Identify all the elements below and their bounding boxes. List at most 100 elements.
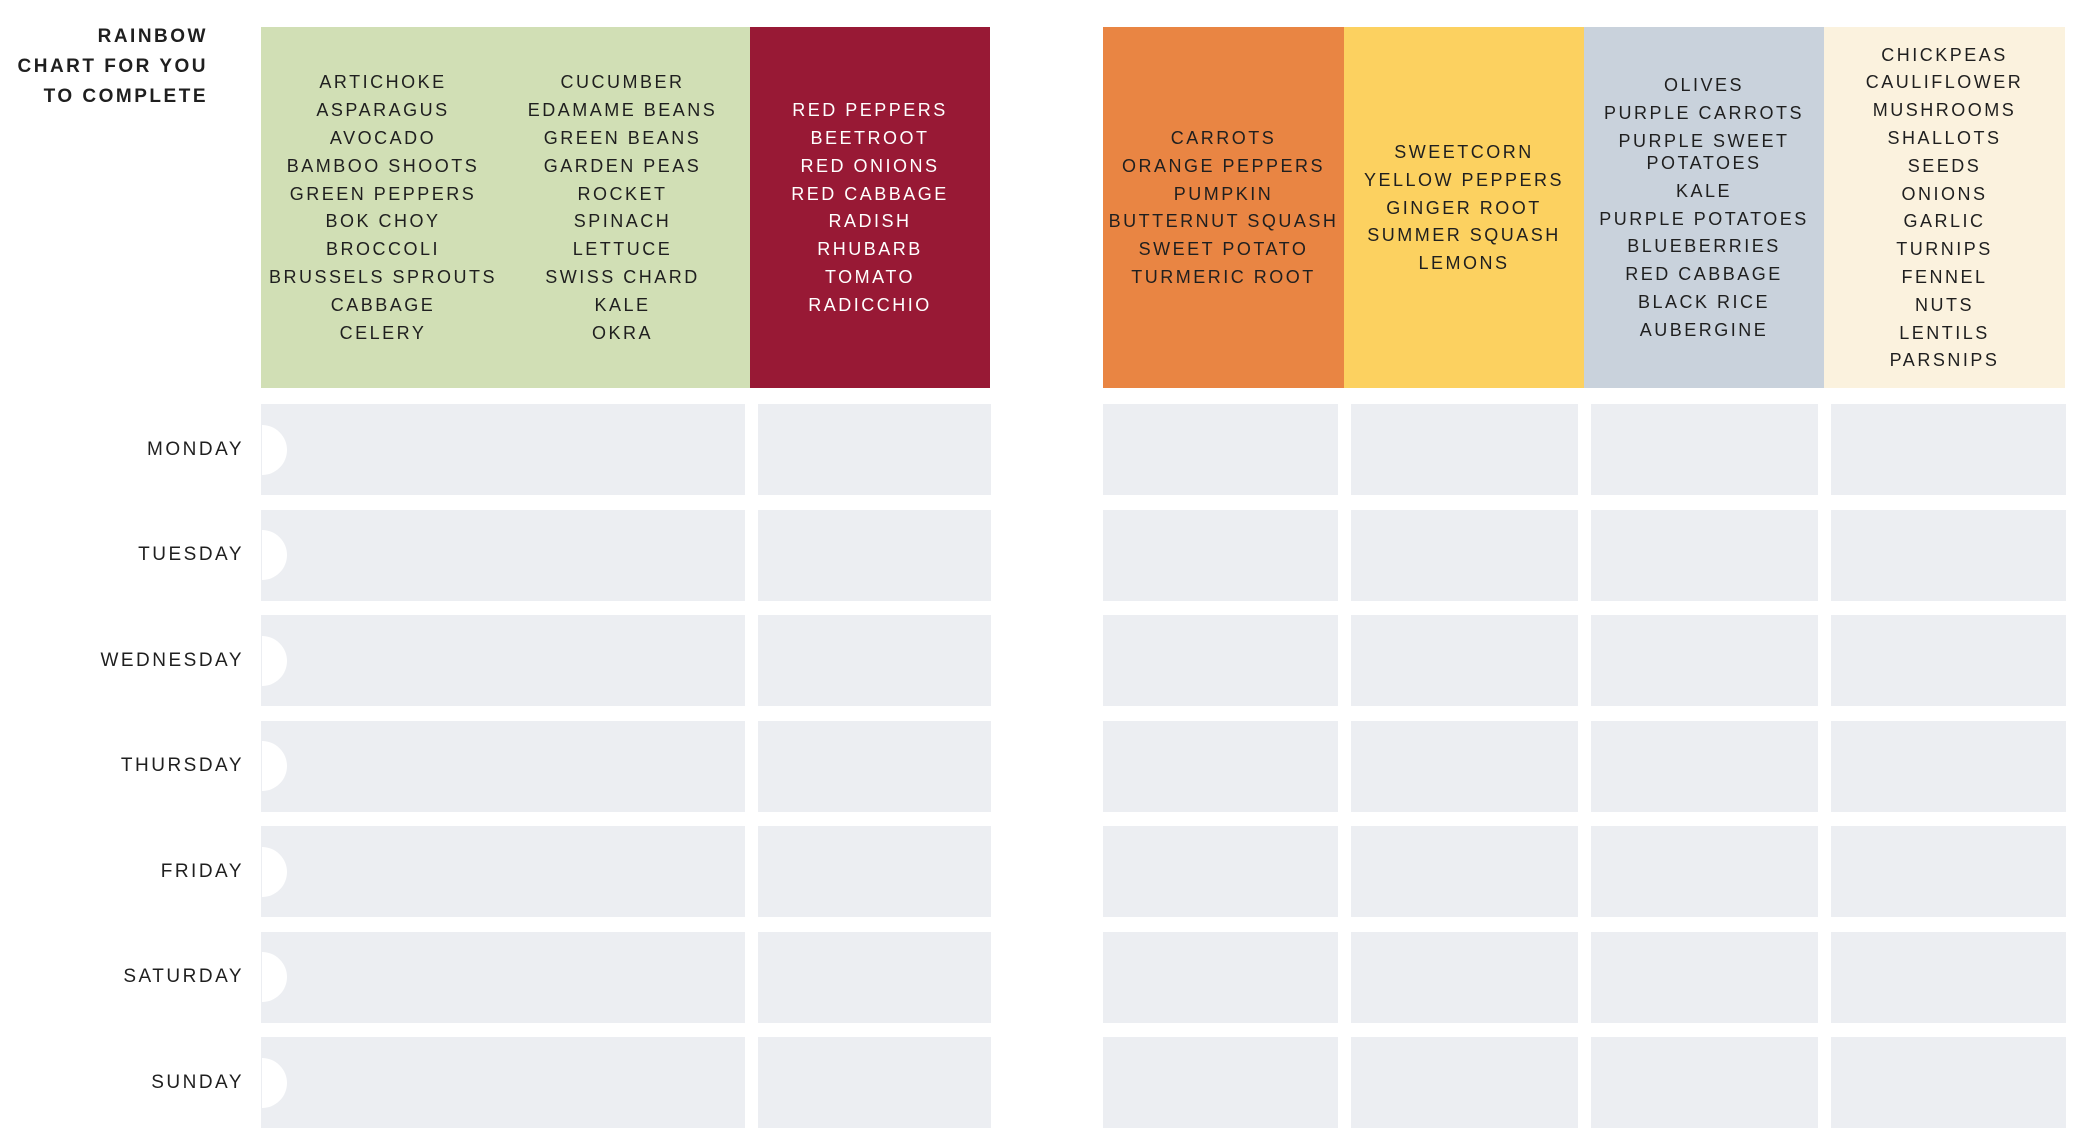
entry-cell-yellow[interactable]: [1351, 509, 1578, 601]
entry-cell-red[interactable]: [758, 404, 991, 495]
vegetable-item: PURPLE POTATOES: [1599, 208, 1809, 229]
vegetable-item: PARSNIPS: [1889, 350, 2000, 371]
vegetable-item: GREEN PEPPERS: [289, 183, 477, 204]
vegetable-item: NUTS: [1915, 294, 1974, 315]
entry-cell-red[interactable]: [758, 826, 991, 917]
entry-cell-orange[interactable]: [1103, 931, 1338, 1023]
entry-cell-white[interactable]: [1831, 509, 2066, 601]
entry-cell-white[interactable]: [1831, 931, 2066, 1023]
vegetable-item: PURPLE SWEET POTATOES: [1618, 130, 1790, 173]
chart-title-line: RAINBOW: [97, 26, 208, 47]
vegetable-item: RED ONIONS: [800, 155, 940, 176]
vegetable-item: CUCUMBER: [560, 72, 685, 93]
chart-title-line: TO COMPLETE: [43, 86, 208, 107]
vegetable-item: BLUEBERRIES: [1627, 236, 1781, 257]
vegetable-item: MUSHROOMS: [1872, 100, 2017, 121]
vegetable-item: CARROTS: [1170, 128, 1277, 148]
yellow-vegetable-list: SWEETCORN YELLOW PEPPERS GINGER ROOT SUMMER…: [1344, 27, 1584, 388]
entry-cell-red[interactable]: [758, 1037, 991, 1128]
green-2-vegetable-list: CUCUMBER EDAMAME BEANS GREEN BEANS GARDEN P…: [505, 27, 740, 388]
entry-cell-green[interactable]: [261, 826, 745, 917]
vegetable-item: LEMONS: [1418, 253, 1510, 274]
entry-cell-yellow[interactable]: [1351, 615, 1578, 706]
entry-cell-red[interactable]: [758, 931, 991, 1023]
entry-cell-white[interactable]: [1831, 1037, 2066, 1128]
vegetable-item: FENNEL: [1901, 266, 1988, 287]
entry-cell-purple[interactable]: [1591, 615, 1818, 706]
entry-cell-orange[interactable]: [1103, 720, 1338, 812]
vegetable-item: RHUBARB: [817, 239, 923, 260]
vegetable-item: KALE: [594, 294, 651, 315]
yellow-header-panel: [1344, 27, 1584, 388]
entry-cell-white[interactable]: [1831, 826, 2066, 917]
entry-cell-orange[interactable]: [1103, 404, 1338, 495]
entry-cell-green[interactable]: [261, 509, 745, 601]
red-vegetable-list: RED PEPPERS BEETROOT RED ONIONS RED CABBAGE…: [750, 27, 990, 388]
entry-cell-red[interactable]: [758, 509, 991, 601]
entry-cell-green[interactable]: [261, 720, 745, 812]
vegetable-item: AUBERGINE: [1639, 319, 1769, 340]
entry-cell-green[interactable]: [261, 1037, 745, 1128]
entry-cell-purple[interactable]: [1591, 1037, 1818, 1128]
vegetable-item: TURNIPS: [1896, 239, 1993, 260]
day-label: WEDNESDAY: [100, 649, 244, 671]
vegetable-item: RED PEPPERS: [792, 100, 948, 121]
vegetable-item: BOK CHOY: [325, 211, 441, 232]
entry-cell-yellow[interactable]: [1351, 1037, 1578, 1128]
entry-cell-yellow[interactable]: [1351, 826, 1578, 917]
red-header-panel: [750, 27, 990, 388]
day-label: TUESDAY: [138, 544, 244, 565]
vegetable-item: EDAMAME BEANS: [527, 100, 718, 121]
entry-cell-green[interactable]: [261, 404, 745, 495]
entry-cell-yellow[interactable]: [1351, 720, 1578, 812]
vegetable-item: ORANGE PEPPERS: [1121, 155, 1326, 176]
entry-cell-purple[interactable]: [1591, 826, 1818, 917]
day-label: THURSDAY: [120, 755, 244, 776]
vegetable-item: CABBAGE: [330, 294, 436, 315]
entry-cell-purple[interactable]: [1591, 404, 1818, 495]
entry-cell-orange[interactable]: [1103, 509, 1338, 601]
vegetable-item: SUMMER SQUASH: [1367, 225, 1561, 246]
vegetable-item: PURPLE CARROTS: [1603, 103, 1805, 124]
entry-cell-red[interactable]: [758, 615, 991, 706]
entry-cell-orange[interactable]: [1103, 1037, 1338, 1128]
vegetable-item: YELLOW PEPPERS: [1363, 169, 1565, 190]
entry-cell-white[interactable]: [1831, 404, 2066, 495]
white-vegetable-list: CHICKPEAS CAULIFLOWER MUSHROOMS SHALLOTS SEE…: [1824, 27, 2065, 388]
entry-cell-purple[interactable]: [1591, 720, 1818, 812]
entry-cell-purple[interactable]: [1591, 931, 1818, 1023]
entry-cell-red[interactable]: [758, 720, 991, 812]
entry-cell-yellow[interactable]: [1351, 931, 1578, 1023]
day-label: MONDAY: [147, 438, 244, 460]
vegetable-item: TOMATO: [824, 266, 915, 287]
entry-cell-green[interactable]: [261, 615, 745, 706]
green-1-vegetable-list: ARTICHOKE ASPARAGUS AVOCADO BAMBOO SHOOTS GR…: [261, 27, 505, 388]
vegetable-item: AVOCADO: [329, 128, 437, 148]
vegetable-item: ONIONS: [1901, 183, 1988, 204]
purple-header-panel: [1584, 27, 1824, 388]
entry-cell-white[interactable]: [1831, 615, 2066, 706]
vegetable-item: SWEET POTATO: [1138, 239, 1309, 260]
entry-cell-purple[interactable]: [1591, 509, 1818, 601]
day-label: SATURDAY: [123, 966, 244, 987]
vegetable-item: ROCKET: [577, 183, 668, 204]
orange-header-panel: [1103, 27, 1344, 388]
vegetable-item: BLACK RICE: [1637, 291, 1771, 312]
entry-cell-white[interactable]: [1831, 720, 2066, 812]
entry-cell-yellow[interactable]: [1351, 404, 1578, 495]
vegetable-item: SHALLOTS: [1887, 128, 2002, 148]
entry-cell-green[interactable]: [261, 931, 745, 1023]
vegetable-item: GINGER ROOT: [1386, 197, 1542, 218]
vegetable-item: BAMBOO SHOOTS: [286, 155, 480, 176]
entry-cell-orange[interactable]: [1103, 615, 1338, 706]
white-header-panel: [1824, 27, 2065, 388]
vegetable-item: ASPARAGUS: [316, 100, 450, 121]
vegetable-item: CAULIFLOWER: [1865, 72, 2024, 93]
vegetable-item: SWISS CHARD: [545, 266, 700, 287]
day-label: SUNDAY: [151, 1071, 244, 1093]
entry-cell-orange[interactable]: [1103, 826, 1338, 917]
vegetable-item: RED CABBAGE: [791, 183, 949, 204]
vegetable-item: LENTILS: [1899, 322, 1990, 343]
chart-title: RAINBOW CHART FOR YOU TO COMPLETE: [14, 22, 208, 112]
vegetable-item: BUTTERNUT SQUASH: [1108, 211, 1339, 232]
